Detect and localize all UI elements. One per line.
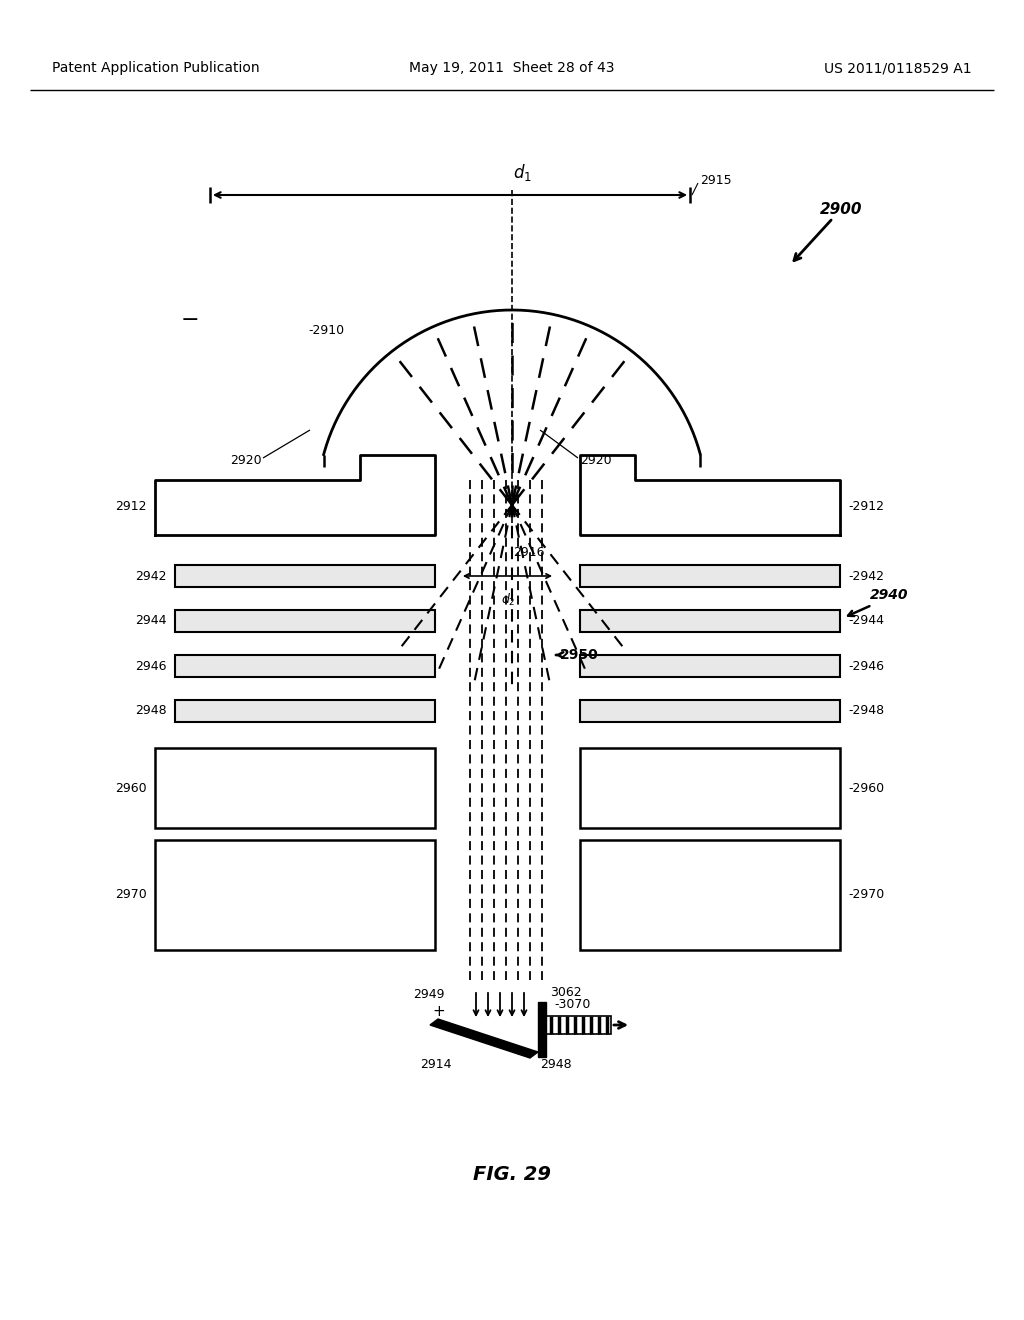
Text: 2912: 2912 — [116, 500, 147, 513]
Text: 2949: 2949 — [414, 989, 445, 1002]
Text: -2960: -2960 — [848, 781, 884, 795]
Text: 2916: 2916 — [513, 546, 545, 560]
Text: 2920: 2920 — [230, 454, 262, 466]
Text: -2948: -2948 — [848, 705, 884, 718]
Text: 2900: 2900 — [820, 202, 862, 218]
Bar — [175, 565, 435, 587]
Text: 2915: 2915 — [700, 173, 731, 186]
Text: May 19, 2011  Sheet 28 of 43: May 19, 2011 Sheet 28 of 43 — [410, 61, 614, 75]
Bar — [155, 840, 435, 950]
Text: FIG. 29: FIG. 29 — [473, 1166, 551, 1184]
Bar — [580, 700, 840, 722]
Text: -2946: -2946 — [848, 660, 884, 672]
Text: 3062: 3062 — [550, 986, 582, 998]
Bar — [155, 748, 435, 828]
Text: −: − — [180, 310, 200, 330]
Text: US 2011/0118529 A1: US 2011/0118529 A1 — [824, 61, 972, 75]
Text: 2950: 2950 — [560, 648, 599, 663]
Bar — [580, 610, 840, 632]
Text: -2912: -2912 — [848, 500, 884, 513]
Text: -2910: -2910 — [308, 325, 345, 337]
Text: -2942: -2942 — [848, 569, 884, 582]
Text: 2944: 2944 — [135, 615, 167, 627]
Text: 2914: 2914 — [420, 1059, 452, 1072]
Text: 2942: 2942 — [135, 569, 167, 582]
Text: $d_1$: $d_1$ — [513, 162, 531, 183]
Polygon shape — [430, 1019, 538, 1059]
Text: 2920: 2920 — [580, 454, 611, 466]
Text: -2970: -2970 — [848, 888, 885, 902]
Text: -3070: -3070 — [554, 998, 591, 1011]
Bar — [175, 700, 435, 722]
Bar — [580, 565, 840, 587]
Text: 2948: 2948 — [135, 705, 167, 718]
Text: +: + — [432, 1005, 445, 1019]
Text: Patent Application Publication: Patent Application Publication — [52, 61, 260, 75]
Bar — [580, 655, 840, 677]
Text: $d_2$: $d_2$ — [501, 591, 515, 609]
Text: -2944: -2944 — [848, 615, 884, 627]
Bar — [175, 655, 435, 677]
Bar — [546, 1016, 611, 1034]
Text: 2948: 2948 — [540, 1059, 571, 1072]
Text: 2940: 2940 — [870, 587, 908, 602]
Bar — [580, 748, 840, 828]
Text: 2960: 2960 — [116, 781, 147, 795]
Text: 2970: 2970 — [116, 888, 147, 902]
Bar — [580, 840, 840, 950]
Text: 2946: 2946 — [135, 660, 167, 672]
Bar — [538, 1002, 546, 1057]
Bar — [175, 610, 435, 632]
